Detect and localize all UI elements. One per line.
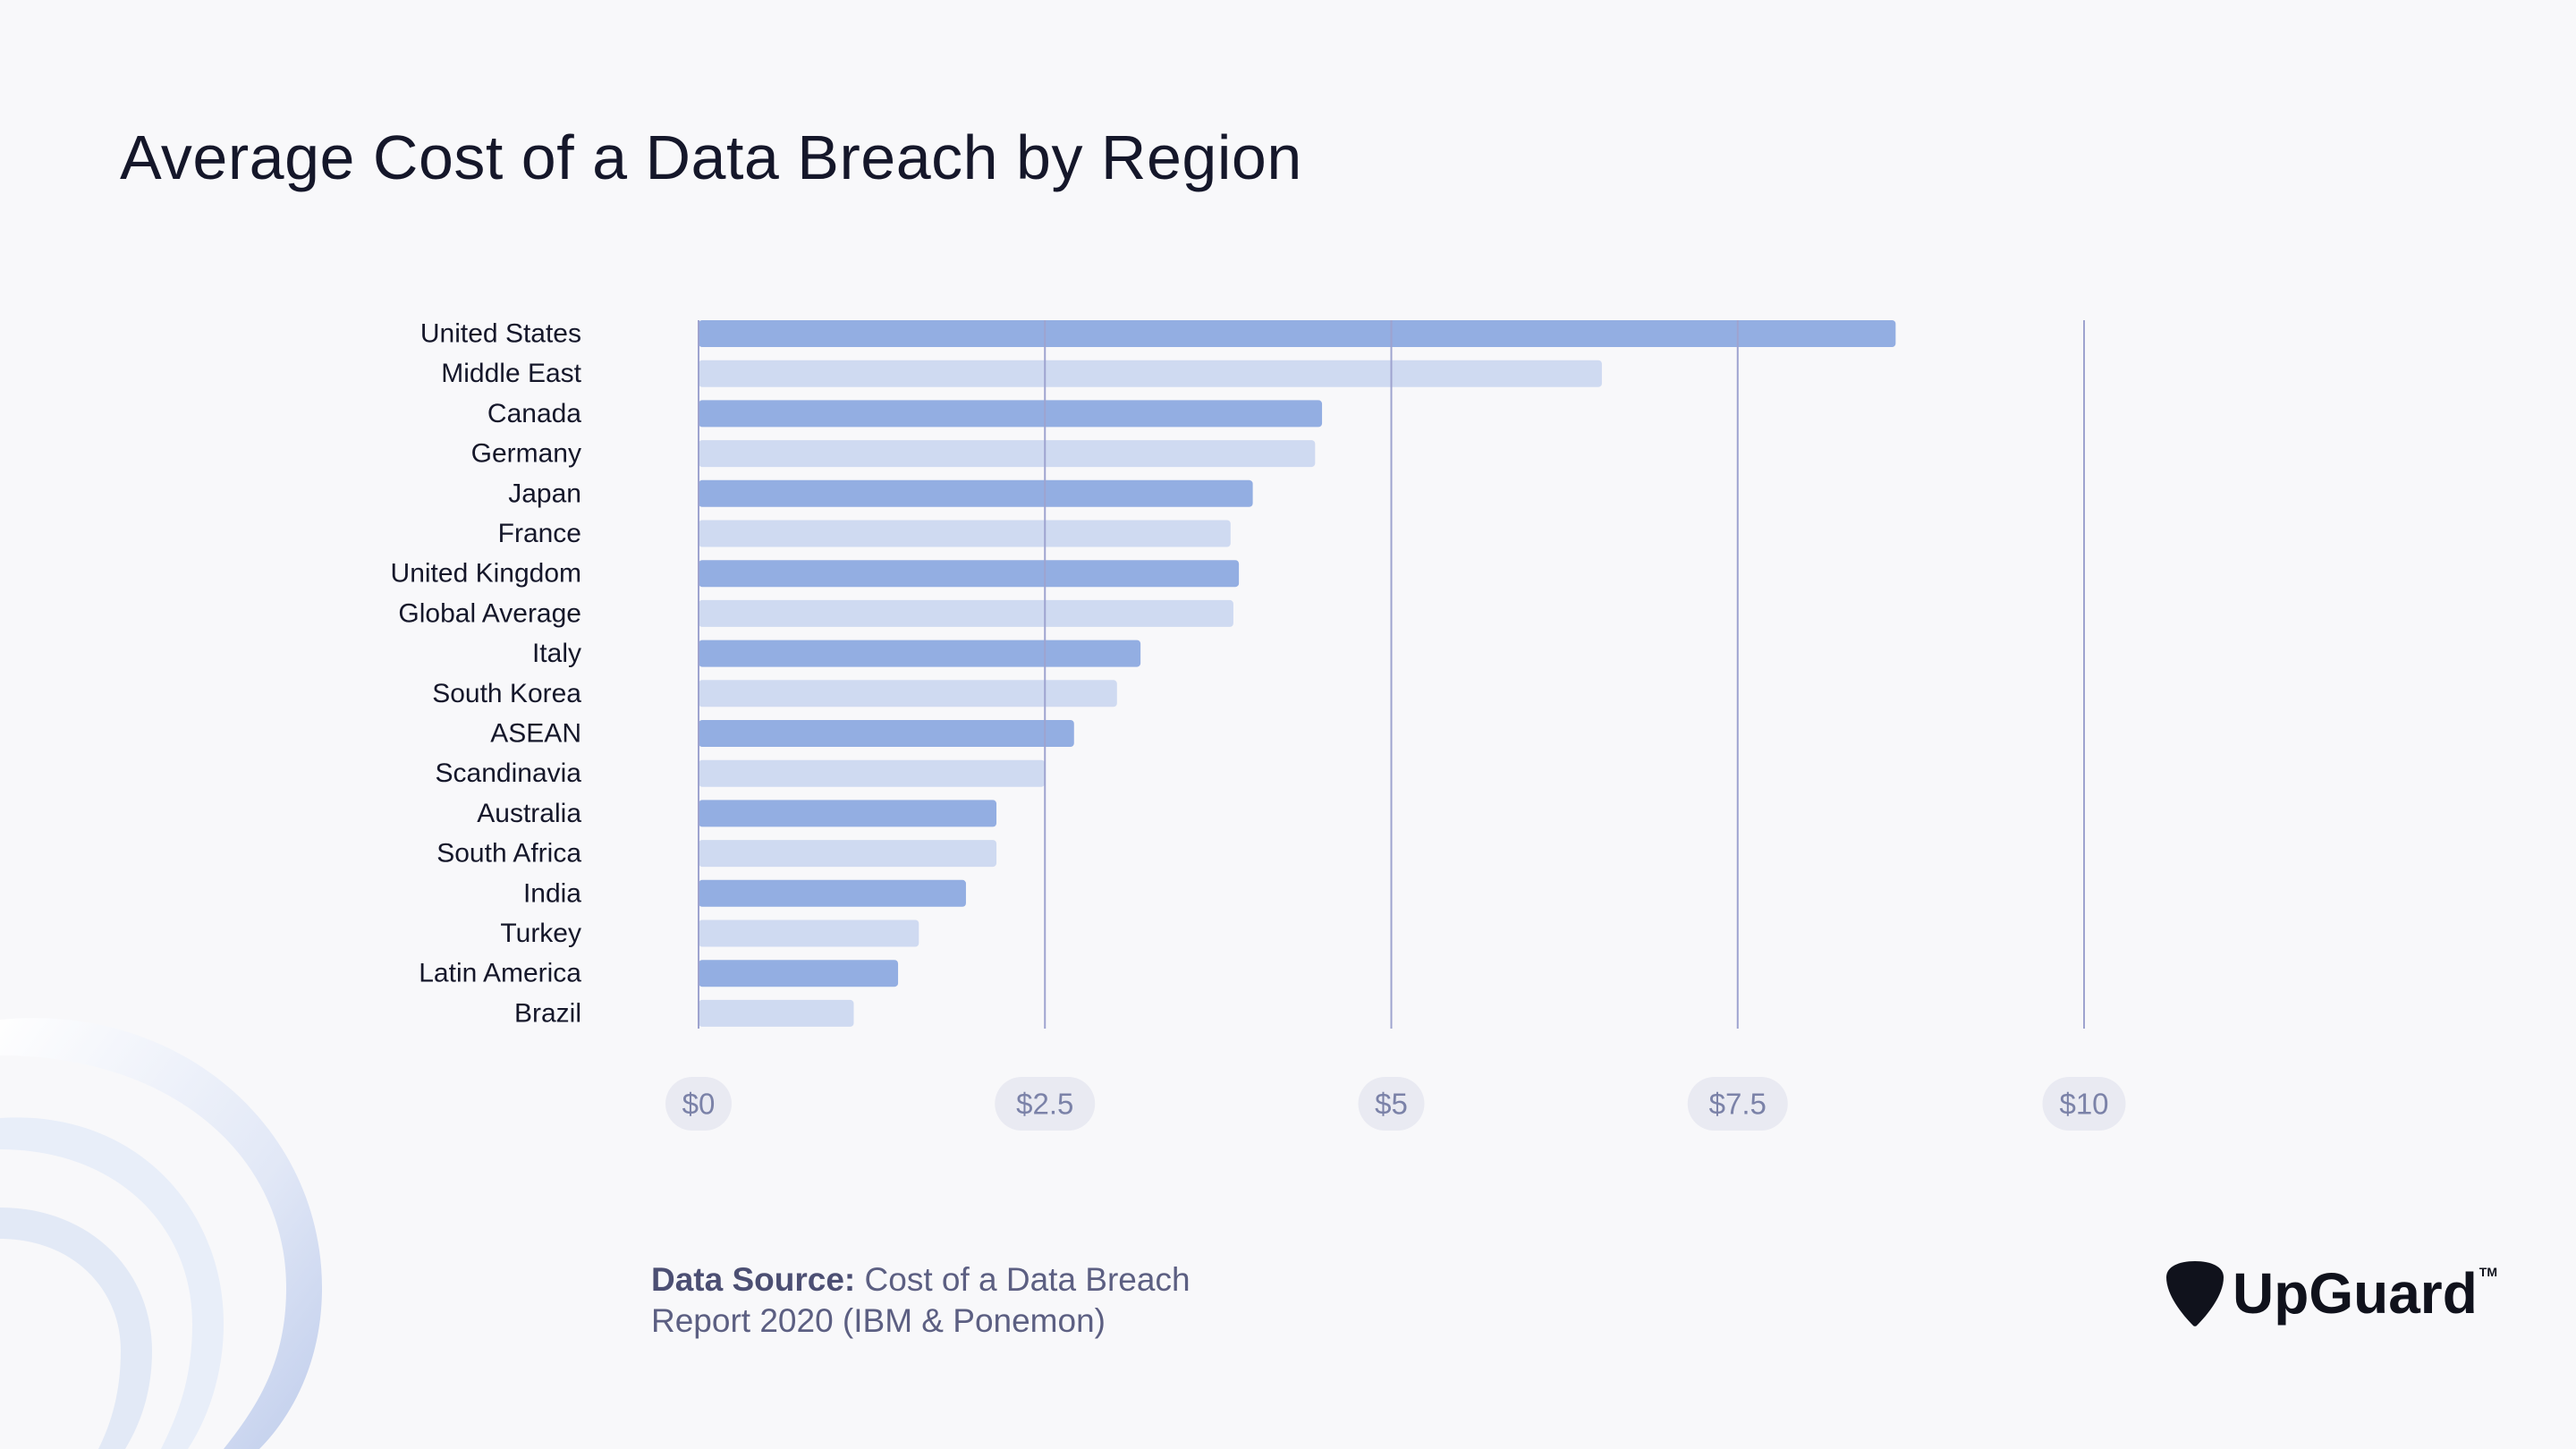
- x-tick-label: $5: [1375, 1088, 1408, 1121]
- bar-united-kingdom: [699, 560, 1240, 588]
- data-source-text-line1: Cost of a Data Breach: [864, 1261, 1191, 1298]
- bar-india: [699, 879, 966, 907]
- category-label: South Korea: [432, 679, 581, 708]
- bar-scandinavia: [699, 759, 1046, 787]
- page-title: Average Cost of a Data Breach by Region: [120, 123, 1302, 192]
- category-label: United States: [420, 319, 581, 349]
- category-label: Brazil: [514, 998, 581, 1028]
- data-source-label: Data Source:: [651, 1261, 856, 1298]
- bar-japan: [699, 479, 1253, 507]
- bar-middle-east: [699, 360, 1602, 387]
- brand-trademark: TM: [2479, 1265, 2497, 1279]
- tick-pill: [995, 1077, 1096, 1131]
- tick-pill: [665, 1077, 732, 1131]
- data-source: Data Source: Cost of a Data Breach Repor…: [651, 1259, 1331, 1342]
- category-label: United Kingdom: [391, 559, 581, 589]
- category-label: Canada: [487, 399, 581, 428]
- category-label: Italy: [532, 639, 581, 668]
- category-label: Turkey: [500, 919, 581, 948]
- guitar-pick-shield-icon: [2166, 1261, 2224, 1326]
- x-tick-label: $2.5: [1016, 1088, 1073, 1121]
- bar-south-korea: [699, 680, 1117, 708]
- bar-italy: [699, 640, 1141, 667]
- bar-united-states: [699, 320, 1896, 347]
- category-label: ASEAN: [490, 719, 581, 749]
- data-source-text-line2: Report 2020 (IBM & Ponemon): [651, 1302, 1106, 1339]
- upguard-logo: UpGuard TM: [2165, 1259, 2497, 1327]
- category-label: Global Average: [398, 598, 581, 628]
- x-tick-label: $0: [682, 1088, 716, 1121]
- category-label: Latin America: [419, 959, 581, 988]
- bar-germany: [699, 440, 1316, 468]
- brand-name: UpGuard: [2233, 1261, 2478, 1326]
- bar-chart: United States Middle East Canada Germany Jap…: [391, 319, 2126, 1131]
- category-label: Germany: [471, 439, 581, 469]
- tick-pill: [2042, 1077, 2126, 1131]
- category-label: Australia: [477, 799, 581, 828]
- bar-france: [699, 520, 1231, 547]
- bar-canada: [699, 400, 1323, 428]
- category-label: France: [498, 519, 581, 548]
- category-label: Scandinavia: [436, 758, 582, 788]
- category-label: South Africa: [436, 839, 581, 869]
- bar-turkey: [699, 919, 919, 947]
- category-label: Middle East: [441, 359, 581, 388]
- tick-pill: [1358, 1077, 1425, 1131]
- decorative-swirl: [0, 1018, 322, 1449]
- tick-pill: [1687, 1077, 1788, 1131]
- x-tick-label: $7.5: [1709, 1088, 1767, 1121]
- category-label: India: [523, 878, 581, 908]
- bar-latin-america: [699, 960, 899, 987]
- bar-global-average: [699, 599, 1233, 627]
- category-label: Japan: [508, 479, 581, 508]
- bar-south-africa: [699, 840, 997, 868]
- bar-brazil: [699, 999, 854, 1027]
- x-tick-label: $10: [2059, 1088, 2108, 1121]
- bar-asean: [699, 720, 1074, 747]
- bar-australia: [699, 800, 997, 827]
